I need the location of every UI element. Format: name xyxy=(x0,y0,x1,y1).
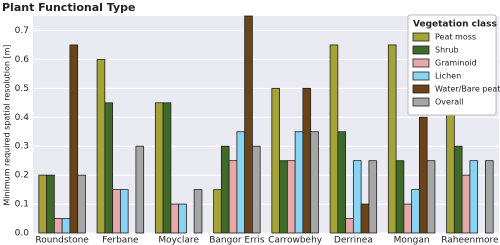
bar xyxy=(178,203,187,234)
bar xyxy=(112,189,121,234)
bar xyxy=(236,131,246,234)
x-tick-label: Mongan xyxy=(394,236,430,245)
y-tick-label: 0.7 xyxy=(15,26,29,36)
y-tick-label: 0.5 xyxy=(15,84,29,94)
bar xyxy=(485,160,494,234)
legend-swatch xyxy=(412,71,430,81)
bar xyxy=(411,189,420,234)
bar xyxy=(403,203,413,234)
bar xyxy=(337,131,347,234)
bar xyxy=(453,145,463,234)
x-tick-label: Raheenmore xyxy=(441,236,499,245)
bar xyxy=(387,44,397,234)
bar xyxy=(395,160,405,234)
bar xyxy=(228,160,238,234)
legend-swatch xyxy=(412,97,430,107)
bar xyxy=(193,189,203,234)
bar xyxy=(38,174,47,234)
bar xyxy=(345,218,354,234)
bar xyxy=(360,203,370,234)
bar xyxy=(302,87,312,234)
y-tick-label: 0.2 xyxy=(15,171,29,181)
x-tick-label: Bangor Erris xyxy=(209,236,265,245)
bar xyxy=(119,189,129,234)
bar xyxy=(69,44,79,234)
x-tick-label: Moyclare xyxy=(158,236,199,245)
bar xyxy=(213,189,222,234)
bar xyxy=(271,87,280,234)
legend-label: Graminoid xyxy=(435,59,477,68)
bar xyxy=(329,44,339,234)
y-axis-label: Minimum required spatial resolution [m] xyxy=(3,44,12,205)
bar xyxy=(170,203,180,234)
bar xyxy=(310,131,319,234)
y-tick-label: 0.1 xyxy=(15,200,29,210)
y-tick-label: 0.3 xyxy=(15,142,29,152)
bar xyxy=(104,102,114,234)
bar xyxy=(162,102,172,234)
x-tick-label: Roundstone xyxy=(35,236,89,245)
legend: Vegetation class Peat moss Shrub Graminoid L… xyxy=(407,14,500,116)
x-tick-label: Carrowbehy xyxy=(268,236,323,245)
legend-label: Peat moss xyxy=(435,33,476,42)
bar xyxy=(220,145,230,234)
bar xyxy=(352,160,362,234)
y-tick-label: 0.4 xyxy=(15,113,30,123)
bar xyxy=(368,160,378,234)
legend-label: Shrub xyxy=(435,46,459,55)
legend-swatch xyxy=(412,45,430,55)
legend-swatch xyxy=(412,32,430,42)
bar xyxy=(53,218,63,234)
bar xyxy=(461,174,471,234)
y-tick-label: 0.0 xyxy=(15,229,30,239)
bar xyxy=(135,145,145,234)
bar xyxy=(469,160,479,234)
bar xyxy=(244,15,253,234)
bar xyxy=(252,145,261,234)
bar xyxy=(286,160,296,234)
bar xyxy=(446,102,455,234)
bar xyxy=(279,160,288,234)
bar xyxy=(294,131,304,234)
legend-label: Water/Bare peat xyxy=(435,85,500,94)
legend-label: Overall xyxy=(435,98,464,107)
bar xyxy=(61,218,71,234)
legend-title: Vegetation class xyxy=(413,20,497,30)
bar xyxy=(46,174,55,234)
bar xyxy=(96,59,106,234)
legend-box xyxy=(407,14,497,116)
bar xyxy=(426,160,436,234)
legend-label: Lichen xyxy=(435,72,461,81)
legend-swatch xyxy=(412,84,430,94)
x-tick-label: Ferbane xyxy=(102,236,139,245)
x-tick-label: Derrinea xyxy=(334,236,373,245)
chart-title: Plant Functional Type xyxy=(2,1,135,14)
bar xyxy=(418,116,428,234)
legend-swatch xyxy=(412,58,430,68)
bar xyxy=(154,102,164,234)
bar xyxy=(77,174,86,234)
y-tick-label: 0.6 xyxy=(15,55,30,65)
